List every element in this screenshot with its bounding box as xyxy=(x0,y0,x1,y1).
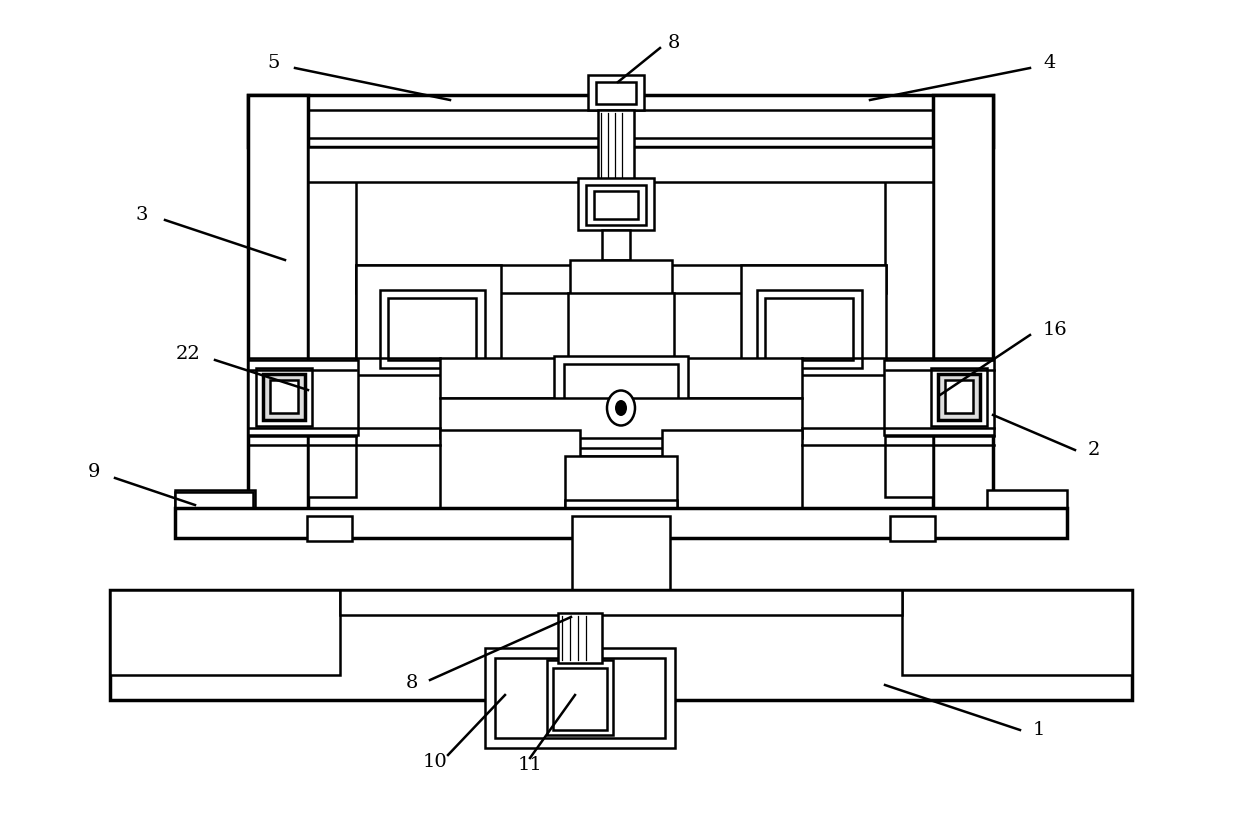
Bar xyxy=(588,75,644,110)
Bar xyxy=(175,508,1066,538)
Bar xyxy=(987,490,1066,530)
Bar xyxy=(565,456,677,516)
Bar xyxy=(885,147,932,497)
Bar xyxy=(356,265,887,293)
Bar xyxy=(564,364,678,448)
Bar xyxy=(388,298,476,360)
Bar xyxy=(110,590,1132,700)
Bar xyxy=(890,516,935,541)
Bar xyxy=(547,660,613,735)
Bar xyxy=(596,82,636,104)
Bar xyxy=(756,290,862,368)
Bar xyxy=(568,293,675,358)
Bar xyxy=(572,516,670,591)
Text: 1: 1 xyxy=(1033,721,1045,739)
Bar xyxy=(554,356,688,456)
Bar xyxy=(594,191,639,219)
Bar xyxy=(742,265,887,375)
Bar xyxy=(340,590,901,615)
Bar xyxy=(662,430,802,515)
Bar xyxy=(270,380,298,413)
Text: 8: 8 xyxy=(405,674,418,692)
Bar xyxy=(932,95,993,525)
Bar xyxy=(175,510,255,535)
Bar xyxy=(558,613,601,663)
Bar xyxy=(440,398,802,438)
Ellipse shape xyxy=(608,390,635,425)
Bar xyxy=(248,360,358,435)
Bar xyxy=(598,110,634,180)
Text: 16: 16 xyxy=(1043,321,1068,339)
Bar xyxy=(308,147,356,497)
Bar xyxy=(255,368,312,426)
Bar xyxy=(884,360,994,435)
Bar xyxy=(440,358,802,398)
Bar xyxy=(379,290,485,368)
Bar xyxy=(263,374,305,420)
Text: 9: 9 xyxy=(88,463,100,481)
Bar xyxy=(495,658,665,738)
Bar xyxy=(248,95,993,147)
Bar xyxy=(587,185,646,225)
Bar xyxy=(175,492,253,512)
Text: 8: 8 xyxy=(668,34,681,52)
Text: 10: 10 xyxy=(423,753,448,771)
Bar xyxy=(308,147,932,182)
Bar xyxy=(356,265,501,375)
Bar xyxy=(553,668,608,730)
Bar xyxy=(578,178,653,230)
Text: 3: 3 xyxy=(135,206,148,224)
Bar xyxy=(270,110,970,138)
Bar xyxy=(308,516,352,541)
Text: 22: 22 xyxy=(175,345,200,363)
Bar xyxy=(765,298,853,360)
Bar xyxy=(248,95,308,525)
Bar xyxy=(565,500,677,516)
Bar xyxy=(601,230,630,260)
Bar xyxy=(937,374,980,420)
Bar xyxy=(987,510,1065,535)
Bar xyxy=(110,590,340,675)
Bar xyxy=(440,430,580,515)
Text: 2: 2 xyxy=(1087,441,1100,459)
Text: 4: 4 xyxy=(1043,54,1055,72)
Ellipse shape xyxy=(615,400,627,416)
Bar xyxy=(485,648,675,748)
Bar xyxy=(945,380,973,413)
Bar xyxy=(931,368,987,426)
Bar xyxy=(901,590,1132,675)
Bar xyxy=(570,260,672,315)
Text: 5: 5 xyxy=(268,54,280,72)
Bar xyxy=(175,490,255,530)
Text: 11: 11 xyxy=(517,756,542,774)
